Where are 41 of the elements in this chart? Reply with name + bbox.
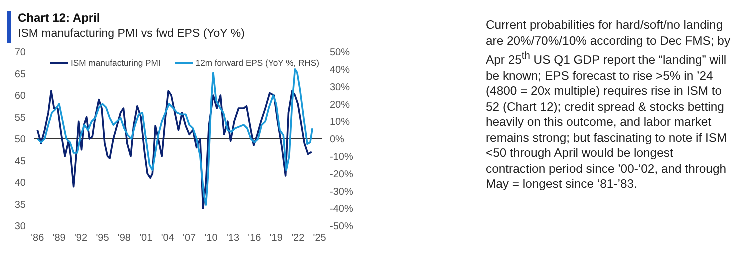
y-tick-label: 35 bbox=[14, 200, 26, 211]
y2-tick-label: 50% bbox=[330, 48, 350, 59]
chart-title: Chart 12: April bbox=[18, 11, 100, 25]
text: Current probabilities for hard/soft/no landing are 20%/70%/10% according to Dec FMS; by Apr 25$^{th}$ US Q1 GDP report the “landing” will be known; EPS forecast to rise >5% in ’24 (4800 = 20x multiple) requires rise in ISM to 52 (Chart 12); credit spread & stocks betting heavily on this outcome, and labor market remains strong; but fascinating to note if ISM <50 through April would be longest contraction period since ’00-’02, and through May = longest since ’81-’83. bbox=[486, 18, 731, 192]
y2-tick-label: 10% bbox=[330, 117, 350, 128]
y2-tick-label: -40% bbox=[330, 204, 354, 216]
y2-tick-label: -50% bbox=[330, 222, 354, 233]
legend-label: 12m forward EPS (YoY %, RHS) bbox=[196, 58, 320, 68]
x-tick-label: '98 bbox=[118, 233, 132, 244]
y2-tick-label: 40% bbox=[330, 64, 350, 76]
x-tick-label: '92 bbox=[74, 233, 88, 244]
y2-tick-label: -10% bbox=[330, 152, 354, 163]
y-tick-label: 45 bbox=[14, 156, 26, 168]
legend-label: ISM manufacturing PMI bbox=[71, 58, 161, 68]
x-tick-label: '04 bbox=[161, 233, 175, 244]
x-tick-label: '19 bbox=[270, 233, 284, 244]
y-tick-label: 55 bbox=[14, 112, 26, 124]
x-tick-label: '16 bbox=[248, 233, 262, 244]
y-tick-label: 60 bbox=[14, 91, 26, 102]
x-tick-label: '25 bbox=[313, 233, 327, 244]
y2-tick-label: -30% bbox=[330, 186, 354, 198]
y-tick-label: 70 bbox=[14, 48, 26, 59]
y2-tick-label: 0% bbox=[330, 134, 345, 146]
y2-tick-label: 20% bbox=[330, 100, 350, 111]
line-series bbox=[36, 90, 313, 210]
x-tick-label: '01 bbox=[140, 233, 154, 244]
x-tick-label: '86 bbox=[31, 233, 45, 244]
y-tick-label: 65 bbox=[14, 69, 26, 80]
y-tick-label: 40 bbox=[14, 178, 26, 190]
x-tick-label: '89 bbox=[52, 233, 66, 244]
y-tick-label: 30 bbox=[14, 222, 26, 233]
x-tick-label: '07 bbox=[183, 233, 197, 244]
chart-subtitle: ISM manufacturing PMI vs fwd EPS (YoY %) bbox=[18, 28, 245, 40]
y2-tick-label: -20% bbox=[330, 169, 354, 180]
x-tick-label: '13 bbox=[226, 233, 240, 244]
x-tick-label: '95 bbox=[96, 233, 110, 244]
y-tick-label: 50 bbox=[14, 134, 26, 146]
y2-tick-label: 30% bbox=[330, 82, 350, 94]
x-tick-label: '10 bbox=[204, 233, 218, 244]
x-tick-label: '22 bbox=[292, 233, 306, 244]
line-series bbox=[36, 68, 314, 206]
